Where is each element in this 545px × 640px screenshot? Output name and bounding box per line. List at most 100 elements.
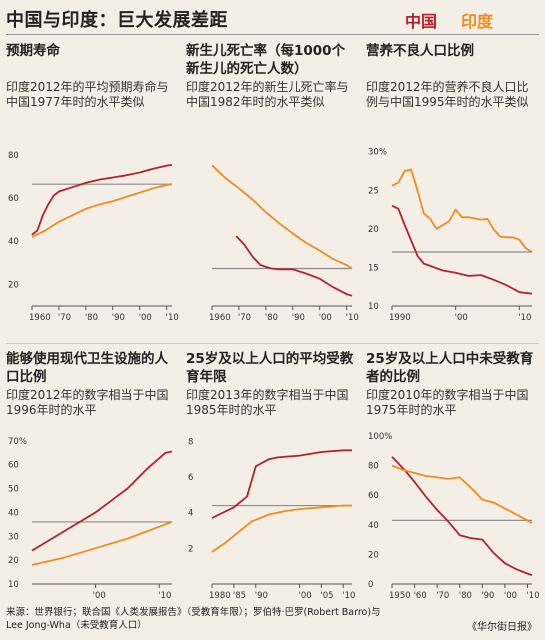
- y-tick-label: 80: [8, 151, 19, 161]
- y-tick-label: 60: [8, 194, 19, 204]
- series-line-china: [31, 450, 173, 552]
- series-line-india: [391, 464, 533, 525]
- x-tick-label: '10: [526, 591, 539, 601]
- header: 中国与印度：巨大发展差距 中国 印度: [6, 4, 539, 34]
- panel-title: 能够使用现代卫生设施的人口比例: [6, 351, 168, 385]
- x-tick-label: '00: [139, 313, 152, 323]
- chart-sanitation: 10 20 30 40 50 60 70% '00 '10: [6, 430, 176, 602]
- chart-undernourishment: 10 15 20 25 30% 1990 '00 '10: [366, 138, 536, 324]
- chart-no-schooling: 0 20 40 60 80 100% 1950'60 '70 '80 '90 '00 '10: [366, 430, 540, 602]
- panel-note: 印度2012年的新生儿死亡率与中国1982年时的水平类似: [186, 80, 349, 109]
- header-divider: [6, 34, 539, 35]
- chart-life-expectancy: 20 40 60 80 1960 '70 '80 '90 '00 '10: [6, 138, 179, 324]
- panel-neonatal-mortality: 新生儿死亡率（每1000个新生儿的死亡人数） 印度2012年的新生儿死亡率与中国…: [186, 42, 359, 332]
- panel-no-schooling: 25岁及以上人口中未受教育者的比例 印度2010年的数字相当于中国1975年时的…: [366, 350, 540, 602]
- panel-title: 营养不良人口比例: [366, 43, 474, 59]
- series-line-india: [31, 521, 173, 566]
- series-line-india: [211, 504, 352, 553]
- x-tick-label: '00: [504, 591, 517, 601]
- legend-india: 印度: [461, 12, 494, 31]
- series-line-china: [31, 164, 173, 236]
- y-tick-label: 30%: [368, 148, 387, 158]
- x-tick-label: '10: [346, 313, 359, 323]
- y-tick-label: 40: [8, 508, 19, 518]
- chart-svg: 10 15 20 25 30% 1990 '00 '10: [368, 148, 533, 323]
- panel-sanitation: 能够使用现代卫生设施的人口比例 印度2012年的数字相当于中国1996年时的水平…: [6, 350, 176, 602]
- series-line-china: [391, 456, 533, 576]
- x-tick-label: '90: [481, 591, 494, 601]
- panel-note: 印度2012年的平均预期寿命与中国1977年时的水平类似: [6, 80, 169, 109]
- panel-note: 印度2012年的营养不良人口比例与中国1995年时的水平类似: [366, 80, 529, 109]
- page-title: 中国与印度：巨大发展差距: [6, 10, 228, 31]
- y-tick-label: 100%: [368, 432, 392, 442]
- y-tick-label: 30: [8, 532, 19, 542]
- y-tick-label: 6: [188, 473, 193, 483]
- y-tick-label: 15: [368, 263, 379, 273]
- y-tick-label: 60: [368, 491, 379, 501]
- panel-title: 25岁及以上人口中未受教育者的比例: [366, 351, 534, 385]
- chart-schooling-years: 2 4 6 8 1980'85 '90 '00 '05 '10: [186, 430, 356, 602]
- x-tick-label: '10: [166, 313, 179, 323]
- panel-undernourishment: 营养不良人口比例 印度2012年的营养不良人口比例与中国1995年时的水平类似 …: [366, 42, 536, 332]
- y-tick-label: 20: [8, 280, 19, 290]
- x-tick-label: '10: [518, 313, 531, 323]
- chart-svg: 1960 '70 '80 '90 '00 '10: [209, 164, 359, 323]
- series-line-india: [211, 164, 353, 270]
- chart-svg: 20 40 60 80 1960 '70 '80 '90 '00 '10: [8, 151, 179, 323]
- publisher-credit: 《华尔街日报》: [467, 622, 537, 633]
- y-tick-label: 4: [188, 509, 193, 519]
- series-line-india: [31, 183, 173, 238]
- x-tick-label: 1980: [209, 591, 231, 601]
- x-tick-label: '80: [85, 313, 98, 323]
- x-tick-label: '10: [158, 591, 171, 601]
- x-tick-label: '70: [58, 313, 71, 323]
- y-tick-label: 10: [368, 302, 379, 312]
- chart-svg: 2 4 6 8 1980'85 '90 '00 '05 '10: [188, 437, 355, 601]
- y-tick-label: 20: [368, 225, 379, 235]
- y-tick-label: 25: [368, 186, 379, 196]
- series-line-china: [235, 235, 353, 297]
- y-tick-label: 20: [368, 550, 379, 560]
- x-tick-label: '90: [112, 313, 125, 323]
- x-tick-label: '05: [320, 591, 333, 601]
- row-divider: [6, 343, 539, 344]
- y-tick-label: 80: [368, 462, 379, 472]
- y-tick-label: 2: [188, 544, 193, 554]
- x-tick-label: '60: [414, 591, 427, 601]
- y-tick-label: 50: [8, 485, 19, 495]
- panel-note: 印度2013年的数字相当于中国1985年时的水平: [186, 388, 349, 417]
- x-tick-label: '00: [455, 313, 468, 323]
- chart-svg: 0 20 40 60 80 100% 1950'60 '70 '80 '90 '00 '10: [368, 432, 540, 601]
- y-tick-label: 8: [188, 437, 193, 447]
- series-line-china: [391, 204, 533, 295]
- x-tick-label: 1990: [389, 313, 411, 323]
- y-tick-label: 40: [8, 237, 19, 247]
- y-tick-label: 0: [368, 580, 373, 590]
- y-tick-label: 10: [8, 580, 19, 590]
- x-tick-label: '85: [233, 591, 246, 601]
- x-tick-label: '70: [436, 591, 449, 601]
- series-line-china: [211, 449, 352, 519]
- chart-svg: 10 20 30 40 50 60 70% '00 '10: [8, 437, 173, 601]
- legend-china: 中国: [405, 12, 438, 31]
- panel-title: 25岁及以上人口的平均受教育年限: [186, 351, 354, 385]
- x-tick-label: '00: [319, 313, 332, 323]
- x-tick-label: '90: [255, 591, 268, 601]
- x-tick-label: '70: [238, 313, 251, 323]
- source-line-1: 来源：世界银行；联合国《人类发展报告》（受教育年限）；罗伯特·巴罗(Robert…: [6, 607, 381, 618]
- source-note: 来源：世界银行；联合国《人类发展报告》（受教育年限）；罗伯特·巴罗(Robert…: [6, 606, 426, 632]
- y-tick-label: 40: [368, 521, 379, 531]
- panel-note: 印度2012年的数字相当于中国1996年时的水平: [6, 388, 169, 417]
- panel-note: 印度2010年的数字相当于中国1975年时的水平: [366, 388, 529, 417]
- x-tick-label: 1950: [389, 591, 411, 601]
- x-tick-label: '80: [459, 591, 472, 601]
- panel-title: 预期寿命: [6, 43, 60, 59]
- source-line-2: Lee Jong-Wha（未受教育人口）: [6, 620, 147, 631]
- x-tick-label: '80: [265, 313, 278, 323]
- x-tick-label: '90: [292, 313, 305, 323]
- y-tick-label: 70%: [8, 437, 27, 447]
- panel-schooling-years: 25岁及以上人口的平均受教育年限 印度2013年的数字相当于中国1985年时的水…: [186, 350, 356, 602]
- panel-title: 新生儿死亡率（每1000个新生儿的死亡人数）: [186, 43, 346, 77]
- x-tick-label: '00: [299, 591, 312, 601]
- series-line-india: [391, 168, 533, 253]
